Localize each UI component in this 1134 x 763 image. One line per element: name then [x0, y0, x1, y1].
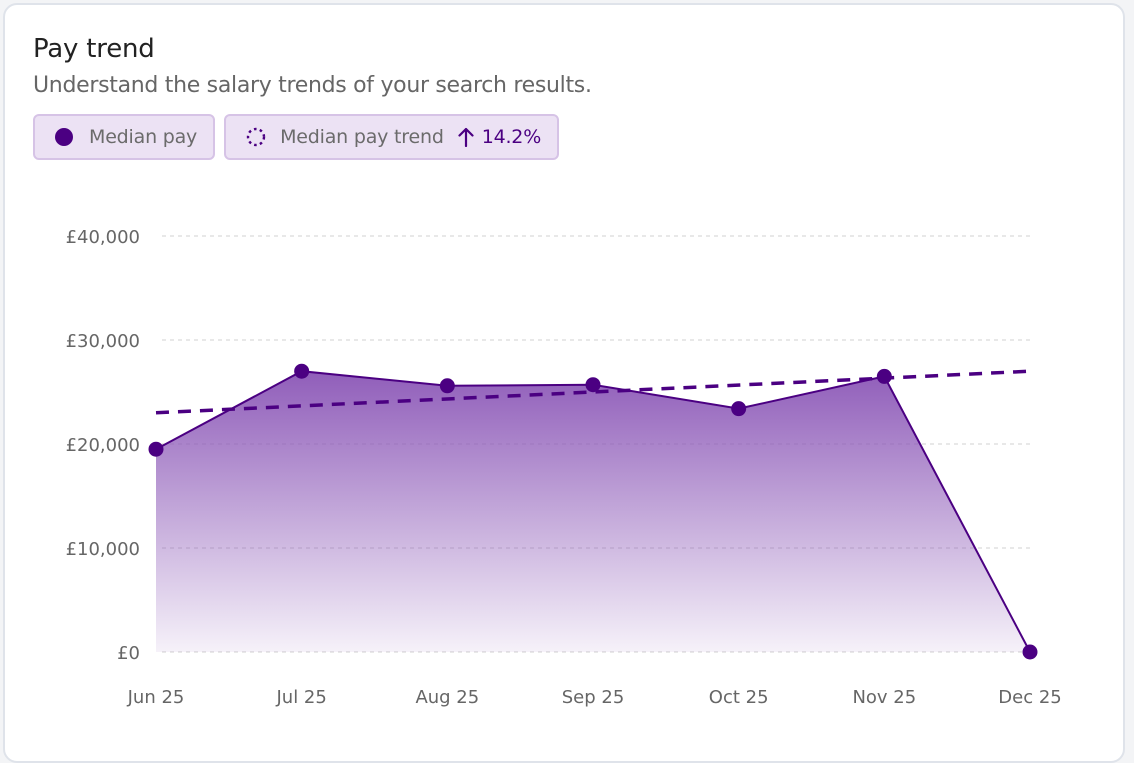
y-tick-label: £30,000: [66, 331, 140, 352]
chart-legend: Median pay Median pay trend 14.2%: [33, 114, 560, 160]
x-tick-label: Dec 25: [998, 687, 1061, 708]
arrow-up-icon: [458, 127, 474, 147]
median-pay-point[interactable]: [294, 363, 310, 379]
dashed-circle-icon: [246, 127, 266, 147]
y-tick-label: £0: [117, 643, 140, 664]
median-pay-area: [156, 371, 1030, 652]
x-tick-label: Aug 25: [415, 687, 479, 708]
trend-change-percent: 14.2%: [481, 126, 542, 148]
median-pay-point[interactable]: [439, 378, 455, 394]
y-tick-label: £40,000: [66, 227, 140, 248]
median-pay-point[interactable]: [148, 441, 164, 457]
median-pay-point[interactable]: [1022, 644, 1038, 660]
filled-dot-icon: [55, 128, 73, 146]
y-tick-label: £20,000: [66, 435, 140, 456]
legend-median-pay-label: Median pay: [89, 126, 198, 148]
x-tick-label: Nov 25: [852, 687, 916, 708]
legend-median-pay-trend-toggle[interactable]: Median pay trend 14.2%: [224, 114, 560, 160]
x-tick-label: Jun 25: [127, 687, 185, 708]
legend-trend-label: Median pay trend: [280, 126, 444, 148]
legend-median-pay-toggle[interactable]: Median pay: [33, 114, 216, 160]
y-tick-label: £10,000: [66, 539, 140, 560]
median-pay-point[interactable]: [585, 377, 601, 393]
x-tick-label: Sep 25: [562, 687, 625, 708]
x-tick-label: Jul 25: [275, 687, 326, 708]
median-pay-point[interactable]: [876, 368, 892, 384]
card-title: Pay trend: [33, 34, 155, 64]
card-subtitle: Understand the salary trends of your sea…: [33, 73, 592, 98]
median-pay-point[interactable]: [731, 401, 747, 417]
x-tick-label: Oct 25: [709, 687, 769, 708]
